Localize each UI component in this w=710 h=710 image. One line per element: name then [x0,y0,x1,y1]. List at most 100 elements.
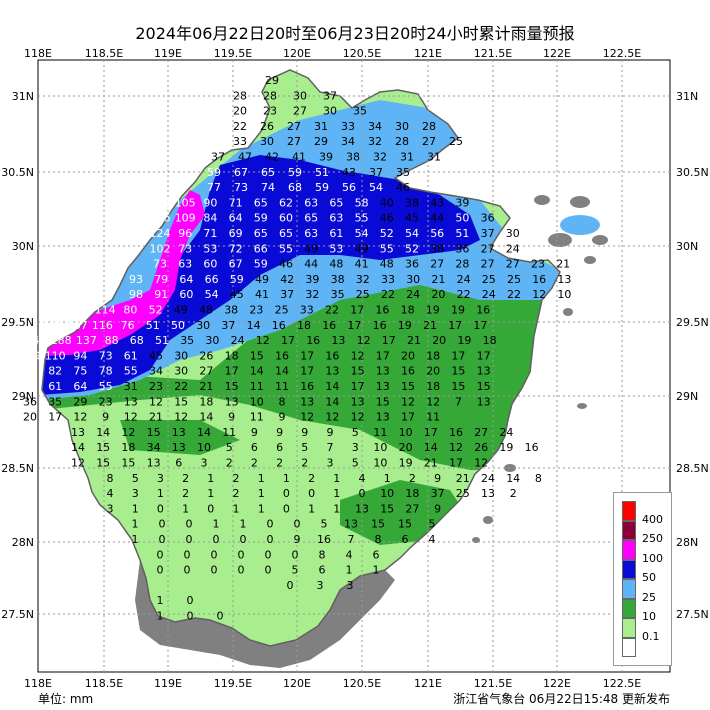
station-value: 30 [323,105,337,118]
station-value: 1 [132,518,139,531]
station-value: 6 [175,457,182,470]
station-value: 15 [376,395,390,408]
station-value: 2 [226,457,233,470]
station-value: 40 [380,196,394,209]
station-value: 7 [348,533,355,546]
station-value: 14 [71,441,85,454]
station-value: 0 [359,487,366,500]
station-value: 16 [306,334,320,347]
station-value: 13 [147,457,161,470]
station-value: 20 [23,411,37,424]
x-tick-label: 121E [414,677,442,690]
station-value: 1 [157,610,164,623]
station-value: 30 [506,227,520,240]
station-value: 27 [287,135,301,148]
station-value: 36 [405,258,419,271]
legend-label: 100 [642,551,663,565]
station-value: 15 [380,502,394,515]
station-value: 16 [401,365,415,378]
station-value: 15 [147,426,161,439]
station-value: 12 [121,426,135,439]
station-value: 46 [380,212,394,225]
station-value: 65 [261,166,275,179]
station-value: 84 [203,212,217,225]
station-value: 12 [256,334,270,347]
station-value: 42 [265,151,279,164]
station-value: 25 [482,273,496,286]
station-value: 188 [51,334,72,347]
station-value: 73 [153,258,167,271]
station-value: 31 [427,151,441,164]
station-value: 55 [124,365,138,378]
legend-swatch [622,559,636,579]
station-value: 39 [305,273,319,286]
station-value: 13 [172,441,186,454]
station-value: 5 [132,472,139,485]
station-value: 9 [301,426,308,439]
station-value: 34 [147,441,161,454]
station-value: 36 [481,212,495,225]
station-value: 65 [304,212,318,225]
station-value: 6 [251,441,258,454]
station-value: 18 [426,349,440,362]
station-value: 60 [203,258,217,271]
station-value: 43 [430,196,444,209]
station-value: 116 [150,212,171,225]
station-value: 14 [197,426,211,439]
station-value: 5 [321,518,328,531]
legend-label: 250 [642,532,663,545]
station-value: 12 [351,349,365,362]
station-value: 13 [481,487,495,500]
station-value: 8 [319,548,326,561]
station-value: 25 [356,288,370,301]
station-value: 0 [265,548,272,561]
station-value: 34 [341,135,355,148]
station-value: 0 [283,487,290,500]
station-value: 1 [132,533,139,546]
station-value: 16 [322,319,336,332]
station-value: 0 [157,502,164,515]
station-value: 1 [333,472,340,485]
station-value: 0 [186,533,193,546]
grid-lines [38,60,670,672]
station-value: 9 [434,502,441,515]
y-tick-label: 30N [12,240,34,253]
y-tick-label: 30.5N [676,166,709,179]
station-value: 18 [121,441,135,454]
station-value: 55 [279,242,293,255]
station-value: 52 [380,227,394,240]
station-value: 14 [250,365,264,378]
x-tick-label: 120E [283,47,311,60]
station-value: 6 [319,564,326,577]
station-value: 13 [300,395,314,408]
station-value: 20 [426,365,440,378]
station-value: 27 [481,242,495,255]
station-value: 22 [174,380,188,393]
station-value: 0 [238,548,245,561]
station-value: 5 [352,457,359,470]
station-value: 1 [283,472,290,485]
station-value: 7 [327,441,334,454]
legend-swatch [622,579,636,599]
station-value: 80 [123,304,137,317]
station-value: 11 [250,411,264,424]
station-value: 0 [267,533,274,546]
station-value: 25 [507,273,521,286]
station-value: 6 [402,533,409,546]
station-value: 50 [455,212,469,225]
map-title: 2024年06月22日20时至06月23日20时24小时累计雨量预报 [135,24,575,43]
station-value: 1 [333,487,340,500]
y-tick-label: 31N [676,90,698,103]
station-value: 50 [171,319,185,332]
station-value: 71 [229,196,243,209]
station-value: 46 [279,258,293,271]
station-value: 1 [157,487,164,500]
station-value: 10 [557,288,571,301]
station-value: 12 [325,411,339,424]
legend-label: 25 [642,590,656,604]
station-value: 17 [477,349,491,362]
station-value: 39 [455,196,469,209]
station-value: 0 [287,579,294,592]
province-outline [41,69,561,647]
station-value: 16 [300,380,314,393]
